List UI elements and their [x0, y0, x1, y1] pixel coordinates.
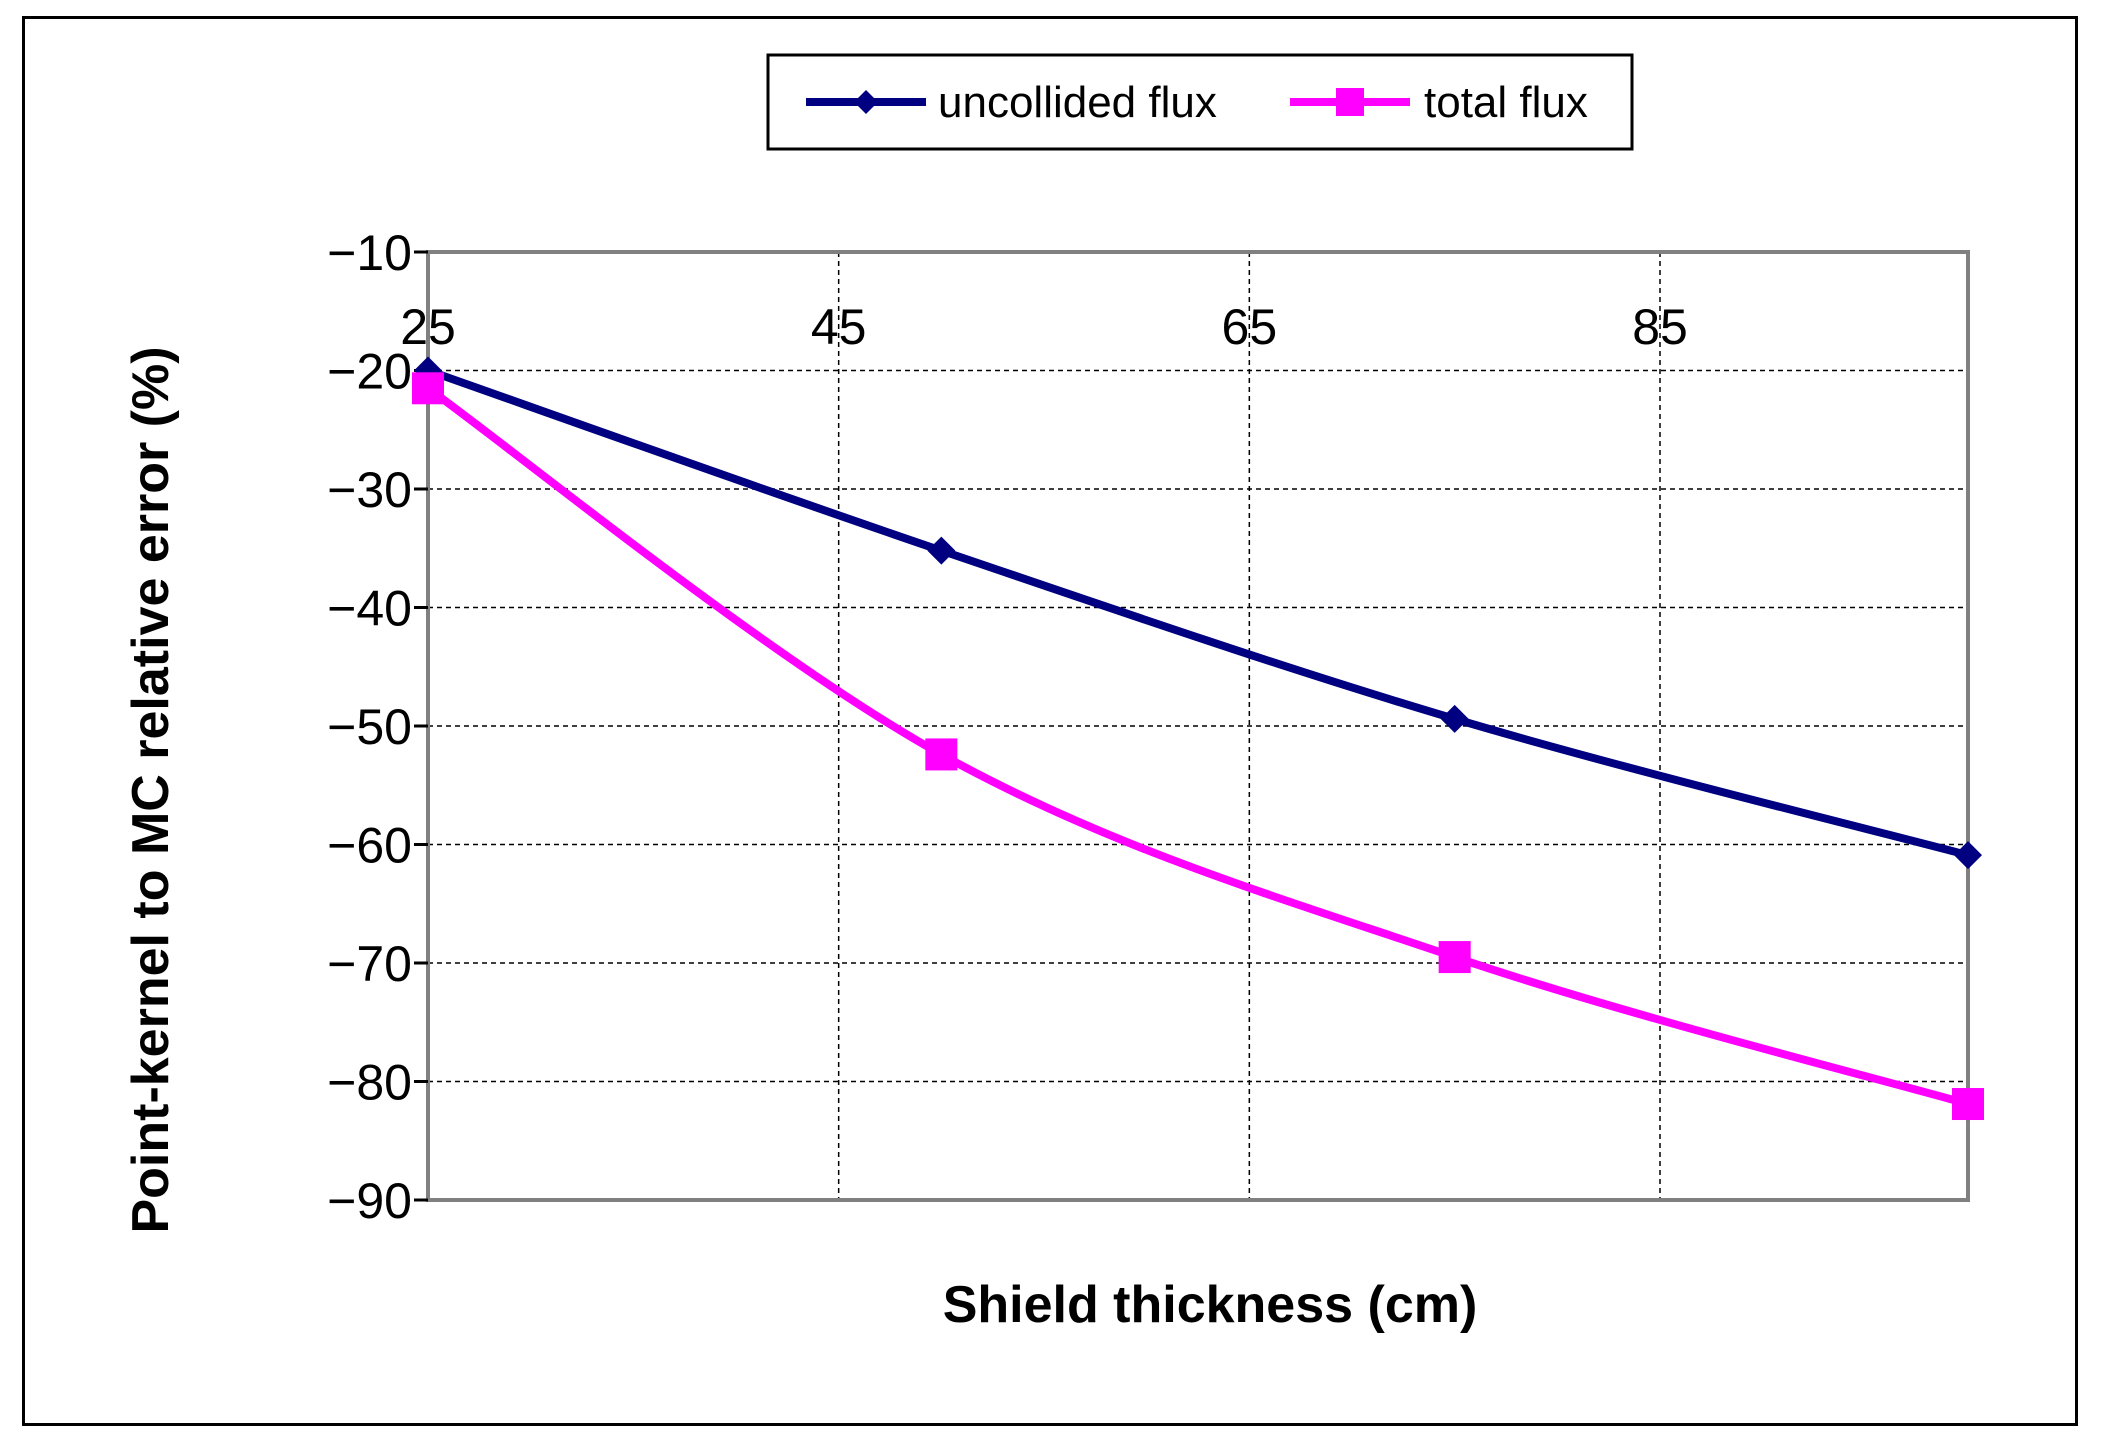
series-lines: [425, 366, 1970, 1108]
y-tick-label: −10: [327, 225, 412, 281]
x-tick-labels: 25 45 65 85: [400, 299, 1688, 355]
plot-area: 25 45 65 85 −10 −20 −30 −40 −50 −60 −70 −80 −90: [327, 225, 1984, 1229]
data-point-uncollided-flux: [927, 536, 956, 565]
y-tick-label: −60: [327, 818, 412, 874]
legend-marker-total: [1336, 88, 1364, 116]
data-point-total-flux: [1952, 1088, 1984, 1121]
y-tick-label: −40: [327, 581, 412, 637]
y-tick-label: −20: [327, 344, 412, 400]
y-tick-label: −30: [327, 462, 412, 518]
data-point-uncollided-flux: [1954, 841, 1982, 870]
x-axis-title: Shield thickness (cm): [943, 1276, 1478, 1334]
y-tick-label: −70: [327, 936, 412, 992]
y-tick-label: −90: [327, 1173, 412, 1229]
x-tick-label: 65: [1222, 299, 1278, 355]
data-point-uncollided-flux: [1440, 704, 1469, 733]
data-point-total-flux: [412, 372, 444, 405]
series-markers: [412, 356, 1984, 1121]
x-tick-label: 25: [400, 299, 456, 355]
x-tick-label: 45: [811, 299, 867, 355]
data-point-total-flux: [1438, 941, 1471, 974]
y-axis-title: Point-kernel to MC relative error (%): [122, 346, 180, 1233]
y-tick-label: −80: [327, 1055, 412, 1111]
series-line-uncollided-flux: [426, 366, 1970, 860]
data-point-total-flux: [925, 738, 958, 771]
gridlines: [428, 252, 1968, 1200]
legend-label-uncollided: uncollided flux: [938, 78, 1217, 127]
legend-label-total: total flux: [1424, 78, 1588, 127]
y-tick-label: −50: [327, 699, 412, 755]
legend: uncollided flux total flux: [766, 53, 1634, 151]
legend-marker-uncollided: [854, 90, 878, 114]
x-tick-label: 85: [1632, 299, 1688, 355]
series-line-total-flux: [425, 385, 1970, 1108]
y-tick-labels: −10 −20 −30 −40 −50 −60 −70 −80 −90: [327, 225, 428, 1229]
